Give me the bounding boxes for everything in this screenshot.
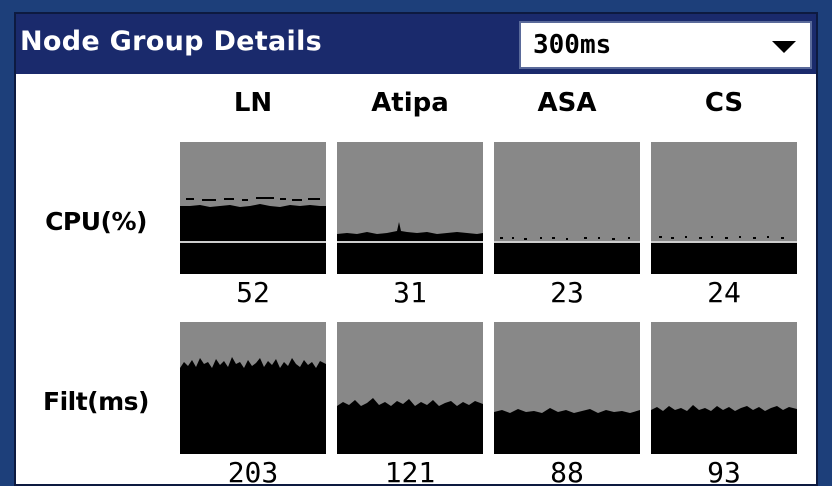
node-group-details-panel: Node Group Details 300ms LN Atipa ASA CS… (14, 12, 818, 486)
cpu-graph-atipa (337, 142, 483, 274)
cpu-ln-spikes (186, 197, 320, 201)
cpu-graph-ln (180, 142, 326, 274)
cpu-graph-asa-plot (494, 237, 640, 274)
filt-graph-asa-plot (494, 408, 640, 454)
filt-graph-atipa-plot (337, 398, 483, 454)
cpu-cs-area (651, 243, 797, 274)
filt-ln-area (180, 357, 326, 454)
cpu-asa-dots (500, 237, 630, 240)
interval-selected-value: 300ms (533, 30, 612, 60)
chevron-down-icon (772, 41, 796, 53)
cpu-graph-cs (651, 142, 797, 274)
row-label-filt: Filt(ms) (43, 387, 149, 416)
filt-graph-ln (180, 322, 326, 454)
filt-value-ln: 203 (227, 456, 279, 486)
filt-graph-cs (651, 322, 797, 454)
filt-graph-ln-plot (180, 357, 326, 454)
filt-graph-asa (494, 322, 640, 454)
filt-cs-area (651, 405, 797, 454)
filt-value-cs: 93 (707, 456, 741, 486)
cpu-ln-area (180, 204, 326, 274)
cpu-graph-atipa-plot (337, 222, 483, 274)
interval-dropdown[interactable]: 300ms (519, 21, 812, 69)
cpu-value-atipa: 31 (393, 276, 427, 309)
filt-value-atipa: 121 (384, 456, 436, 486)
cpu-value-ln: 52 (236, 276, 270, 309)
filt-graph-atipa (337, 322, 483, 454)
cpu-cs-dots (659, 236, 784, 239)
filt-asa-area (494, 408, 640, 454)
cpu-asa-area (494, 243, 640, 274)
filt-atipa-area (337, 398, 483, 454)
column-header-atipa: Atipa (371, 88, 449, 118)
panel-title: Node Group Details (20, 26, 322, 57)
filt-value-asa: 88 (550, 456, 584, 486)
cpu-atipa-area (337, 222, 483, 274)
cpu-graph-asa (494, 142, 640, 274)
row-label-cpu: CPU(%) (45, 207, 147, 236)
cpu-value-asa: 23 (550, 276, 584, 309)
cpu-graph-cs-plot (651, 236, 797, 274)
cpu-graph-ln-plot (180, 197, 326, 274)
column-header-ln: LN (233, 88, 273, 118)
column-header-asa: ASA (537, 88, 597, 118)
title-bar: Node Group Details 300ms (16, 14, 816, 74)
cpu-value-cs: 24 (707, 276, 741, 309)
filt-graph-cs-plot (651, 405, 797, 454)
column-header-cs: CS (704, 88, 744, 118)
